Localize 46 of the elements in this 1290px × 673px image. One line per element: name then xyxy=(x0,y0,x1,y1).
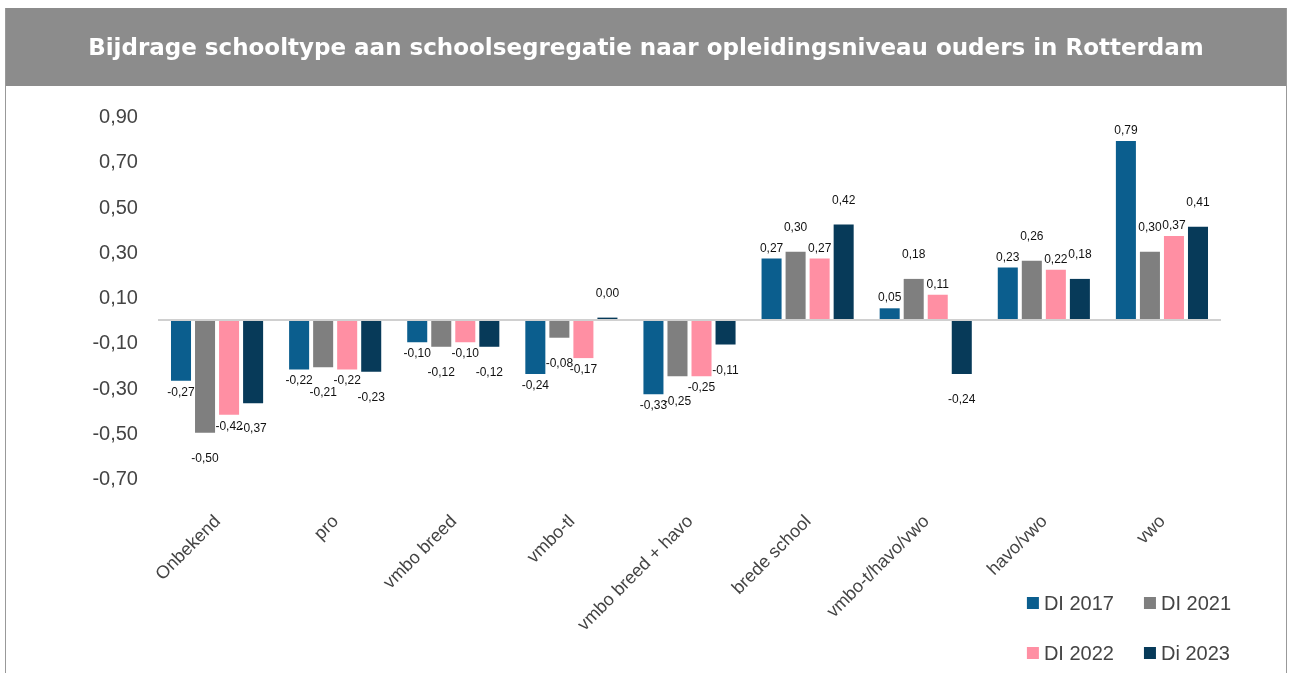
legend-label: DI 2022 xyxy=(1043,642,1114,664)
x-tick-label: pro xyxy=(309,510,343,544)
y-tick-label: 0,70 xyxy=(99,150,138,173)
data-label: 0,00 xyxy=(595,285,620,300)
legend-label: DI 2021 xyxy=(1160,592,1232,614)
data-label: 0,30 xyxy=(783,219,808,234)
data-label: -0,22 xyxy=(285,373,314,388)
data-label: 0,26 xyxy=(1020,228,1044,243)
data-label: 0,41 xyxy=(1186,194,1210,209)
data-label: -0,12 xyxy=(427,364,456,379)
data-label: -0,24 xyxy=(948,391,976,406)
legend-label: DI 2017 xyxy=(1043,592,1114,614)
data-label: -0,23 xyxy=(357,389,386,404)
data-label: 0,22 xyxy=(1044,251,1068,266)
x-tick-label: vwo xyxy=(1132,510,1170,548)
data-label: -0,21 xyxy=(309,385,338,400)
y-tick-label: -0,50 xyxy=(92,421,138,444)
data-label: -0,50 xyxy=(191,450,220,465)
data-label: 0,05 xyxy=(877,290,902,305)
data-label: 0,79 xyxy=(1114,122,1138,137)
data-label: 0,42 xyxy=(831,192,856,207)
data-label: -0,12 xyxy=(475,364,504,379)
data-label: 0,18 xyxy=(902,246,926,261)
y-tick-label: 0,50 xyxy=(99,195,138,218)
y-tick-label: -0,30 xyxy=(92,376,138,399)
data-label: 0,23 xyxy=(996,249,1020,264)
data-label: 0,27 xyxy=(807,240,832,255)
data-label: -0,10 xyxy=(451,346,480,361)
data-label: 0,30 xyxy=(1138,219,1162,234)
data-label: 0,11 xyxy=(926,276,950,291)
data-label: -0,25 xyxy=(687,380,716,395)
data-label: -0,24 xyxy=(521,377,550,392)
data-label: 0,37 xyxy=(1162,217,1186,232)
data-label: -0,22 xyxy=(333,373,362,388)
y-tick-label: -0,10 xyxy=(92,331,138,354)
y-tick-label: 0,90 xyxy=(99,105,138,127)
legend-label: Di 2023 xyxy=(1160,642,1230,664)
data-label: 0,27 xyxy=(759,240,784,255)
data-label: -0,10 xyxy=(403,346,432,361)
data-label: -0,27 xyxy=(167,384,195,399)
data-label: 0,18 xyxy=(1068,246,1092,261)
chart-title: Bijdrage schooltype aan schoolsegregatie naar opleidingsniveau ouders in Rotterdam xyxy=(6,8,1286,86)
y-tick-label: 0,30 xyxy=(99,240,138,263)
data-label: -0,11 xyxy=(712,362,740,377)
y-tick-label: 0,10 xyxy=(99,286,138,308)
y-tick-label: -0,70 xyxy=(92,467,138,489)
